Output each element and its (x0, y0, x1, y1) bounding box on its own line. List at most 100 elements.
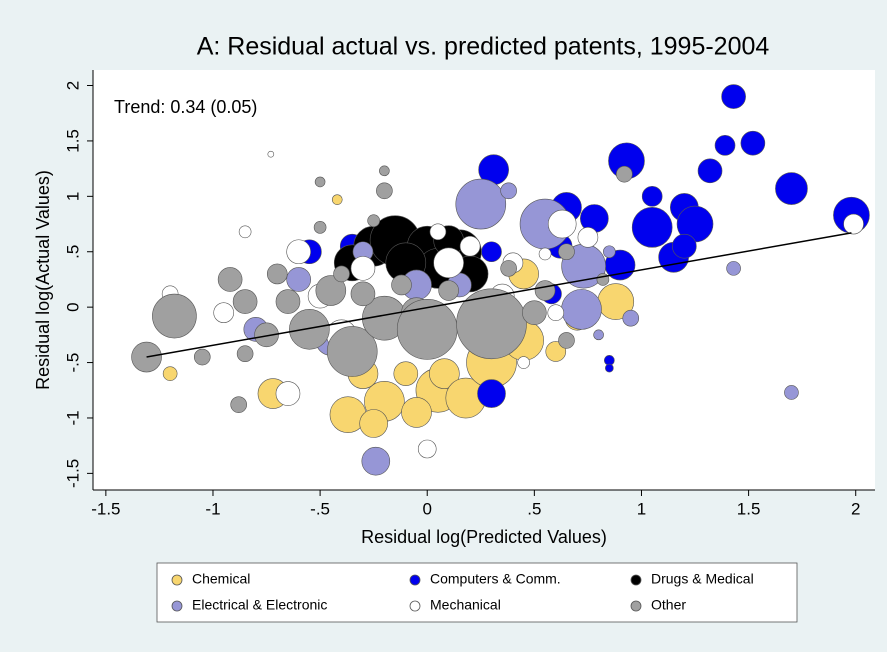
bubble (331, 194, 343, 205)
x-tick-label: -1 (205, 499, 220, 518)
bubble (275, 289, 301, 314)
legend-label: Drugs & Medical (651, 571, 754, 587)
legend-label: Other (651, 597, 686, 613)
bubble (350, 256, 376, 281)
y-tick-label: -1.5 (63, 459, 82, 488)
bubble (361, 446, 391, 476)
legend-label: Computers & Comm. (430, 571, 561, 587)
bubble (456, 288, 527, 360)
bubble (433, 247, 464, 279)
bubble (775, 172, 808, 205)
bubble (558, 332, 575, 349)
bubble (350, 281, 376, 307)
bubble (455, 178, 507, 230)
legend-marker (409, 574, 421, 586)
bubble (367, 214, 380, 228)
bubble (593, 329, 604, 341)
bubble (558, 243, 575, 261)
legend-marker (409, 600, 421, 612)
bubble (721, 84, 746, 109)
bubble (230, 396, 247, 413)
bubble (232, 289, 258, 314)
bubble (213, 302, 234, 323)
annotation: Trend: 0.34 (0.05) (114, 97, 257, 117)
bubble (391, 274, 412, 296)
bubble (631, 207, 673, 248)
bubble (740, 130, 766, 156)
legend-label: Chemical (192, 571, 250, 587)
bubble (326, 326, 378, 377)
trend-line (146, 232, 852, 358)
legend (156, 562, 798, 623)
bubble (401, 397, 432, 428)
y-tick-label: .5 (63, 245, 82, 259)
bubble (622, 309, 640, 327)
bubble (286, 267, 311, 292)
bubble (603, 245, 616, 259)
bubble (577, 227, 599, 248)
bubble (547, 304, 565, 321)
bubble (314, 176, 326, 188)
bubble (500, 260, 517, 277)
bubble (616, 165, 633, 183)
bubble (393, 361, 419, 386)
bubble (162, 366, 178, 381)
bubble (481, 241, 502, 263)
bubble (605, 363, 614, 373)
bubble (517, 356, 530, 369)
y-axis-title: Residual log(Actual Values) (33, 170, 53, 390)
y-tick-label: -.5 (63, 353, 82, 373)
bubble (275, 381, 301, 406)
bubble (217, 267, 243, 292)
bubble (238, 225, 252, 239)
bubble (289, 309, 330, 350)
bubble (672, 233, 697, 259)
bubble (379, 165, 390, 177)
bubble (726, 261, 741, 276)
bubble (152, 293, 197, 339)
bubble (254, 322, 279, 348)
legend-marker (171, 574, 183, 586)
bubble (545, 341, 567, 362)
bubble (333, 265, 350, 283)
x-tick-label: 0 (422, 499, 431, 518)
bubble (266, 263, 288, 285)
bubble (376, 182, 393, 200)
x-tick-label: 1 (637, 499, 646, 518)
bubble (522, 300, 547, 325)
x-axis-title: Residual log(Predicted Values) (361, 527, 607, 547)
legend-marker (630, 600, 642, 612)
bubble (286, 239, 311, 265)
bubble (267, 150, 275, 158)
bubble (714, 135, 736, 156)
legend-marker (171, 600, 183, 612)
legend-label: Mechanical (430, 597, 501, 613)
x-tick-label: -.5 (310, 499, 330, 518)
y-tick-label: 0 (63, 302, 82, 311)
chart-title: A: Residual actual vs. predicted patents… (197, 33, 770, 61)
y-tick-label: 1.5 (63, 129, 82, 153)
x-tick-label: .5 (527, 499, 541, 518)
bubble (315, 275, 347, 306)
bubble (313, 221, 327, 234)
bubble (641, 186, 663, 207)
legend-marker (630, 574, 642, 586)
bubble (417, 439, 437, 459)
bubble (193, 348, 211, 366)
bubble (561, 289, 602, 330)
x-tick-label: 2 (851, 499, 860, 518)
bubble (359, 409, 388, 438)
y-tick-label: -1 (63, 410, 82, 425)
bubble (697, 158, 723, 184)
x-tick-label: -1.5 (91, 499, 120, 518)
bubble (534, 280, 556, 301)
y-tick-label: 2 (63, 81, 82, 90)
bubble (459, 235, 481, 257)
bubble (429, 223, 447, 241)
legend-label: Electrical & Electronic (192, 597, 327, 613)
bubble (843, 213, 864, 235)
bubble (784, 385, 799, 400)
bubble (429, 358, 460, 389)
